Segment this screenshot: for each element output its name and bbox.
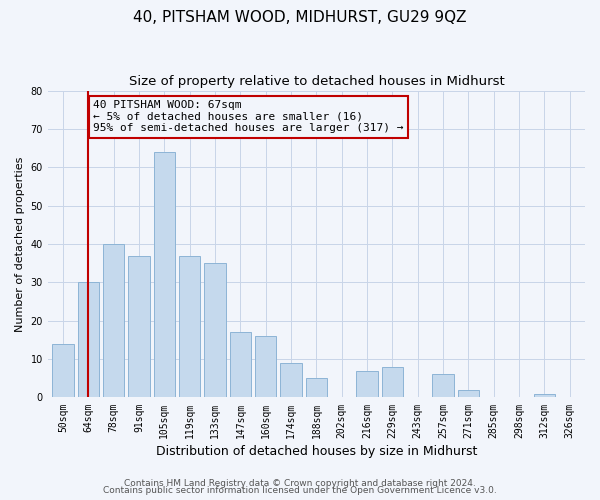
Bar [356,370,378,398]
Text: Contains HM Land Registry data © Crown copyright and database right 2024.: Contains HM Land Registry data © Crown c… [124,478,476,488]
Bar [179,256,200,398]
Y-axis label: Number of detached properties: Number of detached properties [15,156,25,332]
Bar [305,378,327,398]
Bar [103,244,124,398]
Bar [280,363,302,398]
Bar [154,152,175,398]
Bar [433,374,454,398]
Bar [204,263,226,398]
Bar [458,390,479,398]
Bar [230,332,251,398]
Bar [533,394,555,398]
Bar [128,256,150,398]
Title: Size of property relative to detached houses in Midhurst: Size of property relative to detached ho… [128,75,504,88]
Text: Contains public sector information licensed under the Open Government Licence v3: Contains public sector information licen… [103,486,497,495]
X-axis label: Distribution of detached houses by size in Midhurst: Distribution of detached houses by size … [156,444,477,458]
Text: 40 PITSHAM WOOD: 67sqm
← 5% of detached houses are smaller (16)
95% of semi-deta: 40 PITSHAM WOOD: 67sqm ← 5% of detached … [94,100,404,134]
Bar [77,282,99,398]
Bar [382,367,403,398]
Bar [52,344,74,398]
Bar [255,336,277,398]
Text: 40, PITSHAM WOOD, MIDHURST, GU29 9QZ: 40, PITSHAM WOOD, MIDHURST, GU29 9QZ [133,10,467,25]
